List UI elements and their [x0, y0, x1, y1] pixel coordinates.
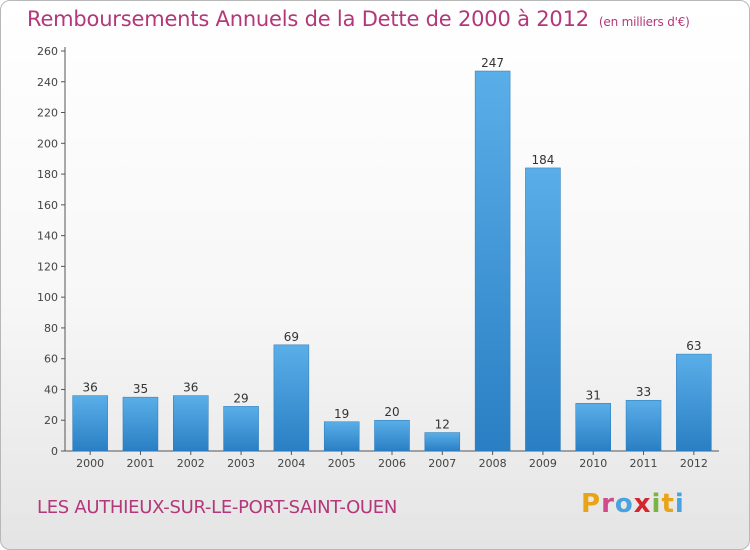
logo-letter: P [581, 489, 602, 519]
bar-2003 [223, 406, 259, 452]
bar-value-label: 247 [481, 56, 504, 70]
y-tick-label: 260 [37, 45, 58, 58]
x-tick-label: 2008 [479, 457, 507, 470]
y-tick-label: 120 [37, 260, 58, 273]
bar-2000 [72, 395, 108, 452]
bar-value-label: 20 [384, 405, 399, 419]
bar-value-label: 69 [284, 330, 299, 344]
x-tick-label: 2003 [227, 457, 255, 470]
x-tick-label: 2012 [680, 457, 708, 470]
bar-value-label: 19 [334, 407, 349, 421]
bar-2009 [525, 167, 561, 452]
commune-name: LES AUTHIEUX-SUR-LE-PORT-SAINT-OUEN [37, 497, 398, 518]
logo-letter: i [651, 489, 662, 519]
logo-letter: r [601, 489, 615, 519]
y-tick-label: 40 [44, 383, 58, 396]
y-tick-label: 240 [37, 76, 58, 89]
bar-2011 [625, 399, 662, 452]
bar-2006 [374, 419, 410, 452]
x-tick-label: 2004 [277, 457, 305, 470]
bar-2012 [676, 353, 712, 452]
logo-letter: x [633, 489, 652, 519]
chart-title: Remboursements Annuels de la Dette de 20… [27, 7, 690, 31]
proxiti-logo: Proxiti [581, 489, 685, 519]
y-tick-label: 100 [37, 291, 58, 304]
x-tick-label: 2011 [630, 457, 658, 470]
y-tick-label: 220 [37, 107, 58, 120]
x-tick-label: 2010 [579, 457, 607, 470]
bar-2010 [575, 403, 611, 452]
x-tick-label: 2002 [177, 457, 205, 470]
y-tick-label: 60 [44, 353, 58, 366]
logo-letter: t [661, 489, 675, 519]
y-tick-label: 20 [44, 414, 58, 427]
bar-value-label: 29 [233, 391, 248, 405]
logo-letter: o [614, 489, 634, 519]
bar-value-label: 31 [586, 388, 601, 402]
bar-value-label: 184 [531, 153, 554, 167]
logo-letter: i [674, 489, 685, 519]
bar-value-label: 35 [133, 382, 148, 396]
bar-2002 [173, 395, 209, 452]
bar-value-label: 63 [686, 339, 701, 353]
y-tick-label: 200 [37, 137, 58, 150]
bar-2005 [323, 421, 360, 452]
x-tick-label: 2007 [428, 457, 456, 470]
bar-value-label: 12 [435, 418, 450, 432]
bar-2004 [273, 344, 310, 452]
bar-value-label: 36 [83, 381, 98, 395]
bar-2008 [474, 70, 511, 452]
x-tick-label: 2009 [529, 457, 557, 470]
chart-subtitle: (en milliers d'€) [598, 15, 690, 29]
x-tick-label: 2005 [328, 457, 356, 470]
chart-title-text: Remboursements Annuels de la Dette de 20… [27, 7, 589, 31]
y-tick-label: 180 [37, 168, 58, 181]
x-tick-label: 2006 [378, 457, 406, 470]
x-tick-label: 2001 [126, 457, 154, 470]
bar-value-label: 33 [636, 385, 651, 399]
y-tick-label: 140 [37, 230, 58, 243]
bar-2001 [122, 396, 159, 452]
y-tick-label: 160 [37, 199, 58, 212]
bar-value-label: 36 [183, 381, 198, 395]
x-tick-label: 2000 [76, 457, 104, 470]
y-tick-label: 0 [51, 445, 58, 458]
bar-2007 [424, 432, 461, 452]
labels: 36 2000 35 2001 36 2002 29 2003 69 2004 19 2005 20 20… [76, 56, 708, 470]
bars [72, 70, 712, 452]
y-tick-label: 80 [44, 322, 58, 335]
